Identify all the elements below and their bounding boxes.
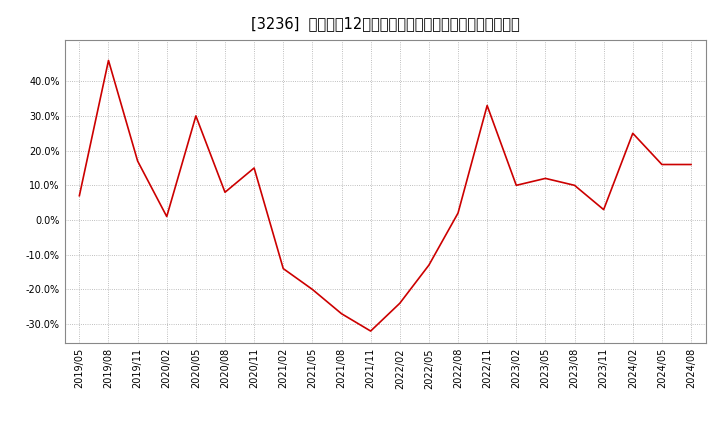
Title: [3236]  売上高の12か月移動合計の対前年同期増減率の推移: [3236] 売上高の12か月移動合計の対前年同期増減率の推移 (251, 16, 520, 32)
